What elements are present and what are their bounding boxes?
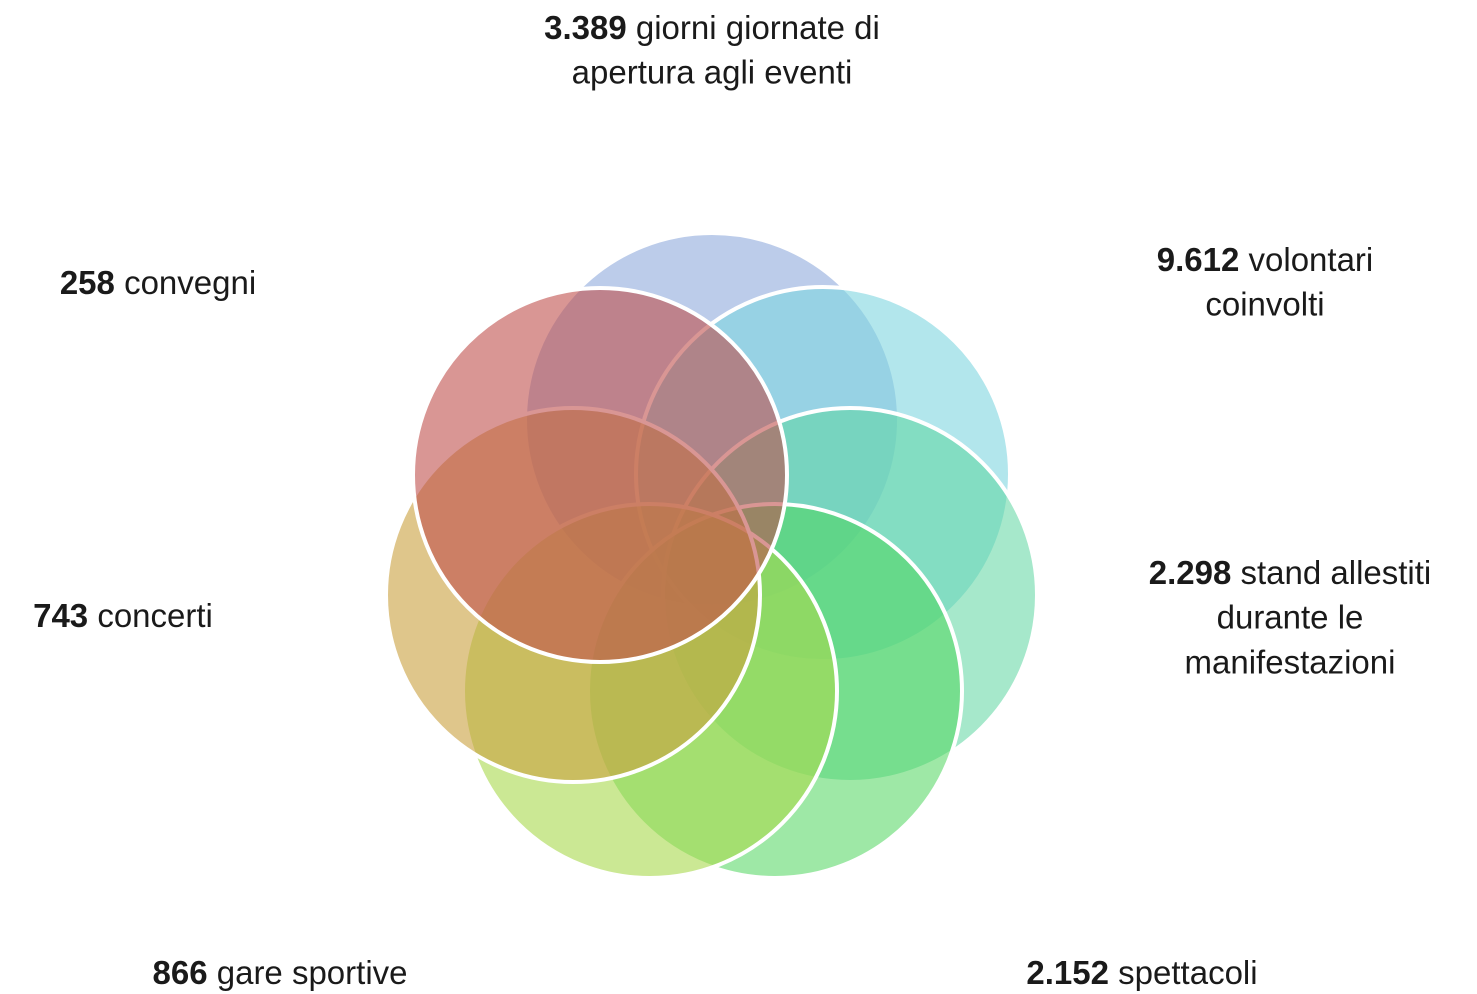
label-number: 743: [33, 597, 88, 634]
label-number: 9.612: [1157, 241, 1240, 278]
label-text: durante le: [1217, 599, 1364, 636]
label-number: 2.152: [1026, 954, 1109, 991]
label-text: spettacoli: [1118, 954, 1257, 991]
labels: 3.389 giorni giornate di apertura agli ev…: [33, 9, 1431, 991]
label-text: apertura agli eventi: [572, 54, 853, 91]
label-text: volontari: [1249, 241, 1374, 278]
label-text: concerti: [97, 597, 213, 634]
label-number: 866: [153, 954, 208, 991]
label: 2.298 stand allestiti: [1149, 554, 1432, 591]
label-number: 2.298: [1149, 554, 1232, 591]
label: 866 gare sportive: [153, 954, 408, 991]
label-number: 3.389: [544, 9, 627, 46]
label-text: giorni giornate di: [636, 9, 880, 46]
label-text: manifestazioni: [1185, 644, 1396, 681]
label: 743 concerti: [33, 597, 213, 634]
label: 258 convegni: [60, 264, 256, 301]
label-text: coinvolti: [1205, 286, 1324, 323]
circles: [384, 231, 1039, 880]
label-number: 258: [60, 264, 115, 301]
circle: [411, 286, 789, 664]
label-text: gare sportive: [217, 954, 408, 991]
label: 2.152 spettacoli: [1026, 954, 1257, 991]
label-text: convegni: [124, 264, 256, 301]
label: 3.389 giorni giornate di: [544, 9, 880, 46]
label: 9.612 volontari: [1157, 241, 1374, 278]
label-text: stand allestiti: [1241, 554, 1432, 591]
